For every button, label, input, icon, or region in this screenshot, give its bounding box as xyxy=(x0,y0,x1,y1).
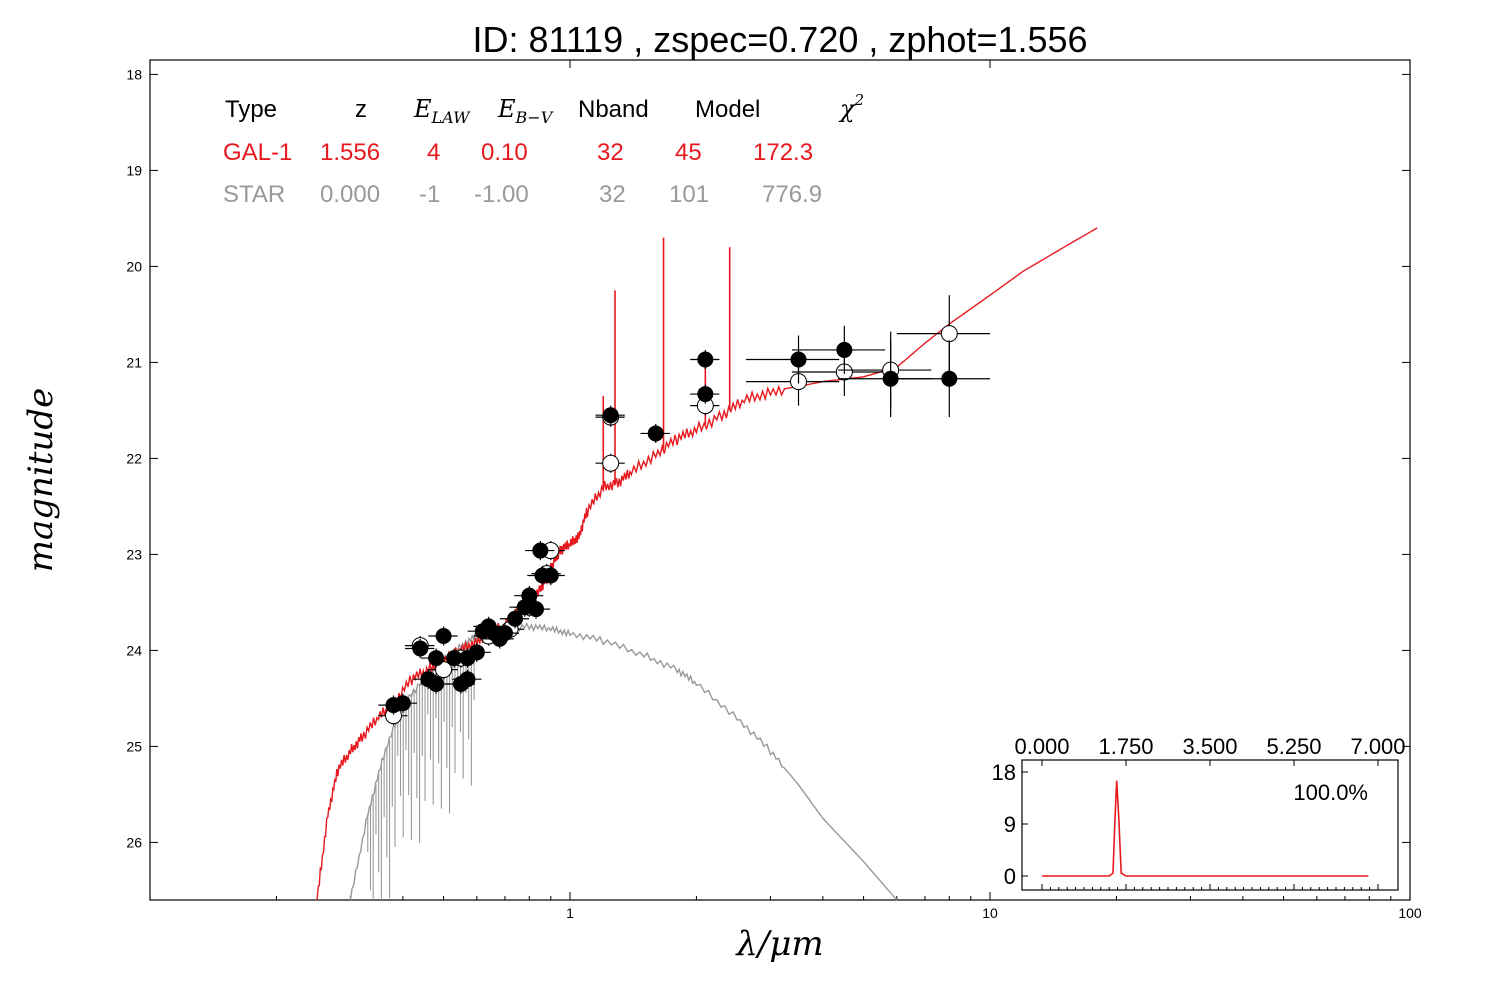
observed-flux-point xyxy=(428,676,445,692)
gal-elaw: 4 xyxy=(427,139,440,166)
y-tick-label: 18 xyxy=(126,66,142,82)
observed-flux-point xyxy=(435,628,452,644)
observed-flux-point xyxy=(459,671,476,688)
observed-flux-point xyxy=(542,567,559,584)
star-nband: 32 xyxy=(599,181,626,208)
observed-flux-point xyxy=(496,625,513,642)
observed-flux-point xyxy=(836,341,853,358)
y-tick-label: 20 xyxy=(126,258,142,274)
table-header-ebv: EB−V xyxy=(497,95,554,127)
inset-x-tick-label: 3.500 xyxy=(1182,734,1237,759)
star-elaw: -1 xyxy=(419,181,440,208)
observed-flux-point xyxy=(882,370,899,387)
y-tick-label: 24 xyxy=(126,642,142,658)
gal-ebv: 0.10 xyxy=(481,139,528,166)
observed-flux-point xyxy=(697,351,714,368)
inset-x-tick-label: 5.250 xyxy=(1266,734,1321,759)
chart-title: ID: 81119 , zspec=0.720 , zphot=1.556 xyxy=(472,19,1087,60)
x-tick-label: 10 xyxy=(982,905,998,921)
x-axis-label: λ/μm xyxy=(734,924,823,964)
inset-frame xyxy=(1021,759,1399,891)
table-header-elaw: ELAW xyxy=(413,95,471,127)
observed-flux-point xyxy=(468,644,485,661)
plot-area: 18 19 20 21 22 23 24 25 26 1 10 100 xyxy=(126,59,1422,921)
star-ebv: -1.00 xyxy=(474,181,529,208)
observed-flux-point xyxy=(507,610,524,627)
observed-points-layer xyxy=(378,295,990,726)
y-axis-label: magnitude xyxy=(21,388,61,573)
table-header-type: Type xyxy=(225,96,277,123)
model-flux-point xyxy=(940,325,958,343)
inset-content: 0.000 1.750 3.500 5.250 7.000 18 9 0 xyxy=(992,734,1406,890)
observed-flux-point xyxy=(697,386,714,403)
axis-ticks: 18 19 20 21 22 23 24 25 26 1 10 100 xyxy=(126,60,1422,921)
gal-chi2: 172.3 xyxy=(753,139,813,166)
star-model: 101 xyxy=(669,181,709,208)
y-tick-label: 23 xyxy=(126,546,142,562)
table-header-z: z xyxy=(355,96,367,123)
observed-flux-point xyxy=(521,587,538,604)
fit-table: Type z ELAW EB−V Nband Model χ2 GAL-1 1.… xyxy=(223,91,864,208)
star-model-line xyxy=(349,622,898,901)
observed-flux-point xyxy=(412,640,429,657)
observed-flux-point xyxy=(602,407,619,424)
y-tick-label: 21 xyxy=(126,354,142,370)
table-header-model: Model xyxy=(695,96,760,123)
star-type: STAR xyxy=(223,181,285,208)
inset-x-tick-label: 1.750 xyxy=(1098,734,1153,759)
inset-pdz-line xyxy=(1042,780,1369,877)
table-header-chi2: χ2 xyxy=(838,91,864,123)
inset-y-tick-label: 9 xyxy=(1004,812,1016,837)
y-tick-label: 19 xyxy=(126,162,142,178)
galaxy-model-line xyxy=(316,227,1098,901)
table-header-nband: Nband xyxy=(578,96,649,123)
observed-flux-point xyxy=(528,601,545,618)
y-tick-label: 25 xyxy=(126,738,142,754)
y-tick-label: 26 xyxy=(126,834,142,850)
observed-flux-point xyxy=(941,370,958,387)
gal-model: 45 xyxy=(675,139,702,166)
model-flux-point xyxy=(435,661,453,679)
observed-flux-point xyxy=(532,542,549,559)
inset-x-tick-label: 7.000 xyxy=(1350,734,1405,759)
star-z: 0.000 xyxy=(320,181,380,208)
x-tick-label: 100 xyxy=(1398,905,1422,921)
observed-flux-point xyxy=(790,351,807,368)
inset-y-tick-label: 18 xyxy=(992,760,1016,785)
observed-flux-point xyxy=(394,695,411,712)
x-tick-label: 1 xyxy=(566,905,574,921)
y-tick-label: 22 xyxy=(126,450,142,466)
galaxy-model-layer xyxy=(316,227,1098,901)
gal-nband: 32 xyxy=(597,139,624,166)
inset-annotation: 100.0% xyxy=(1293,780,1368,805)
observed-flux-point xyxy=(647,425,664,442)
plot-frame xyxy=(149,59,1411,901)
inset-y-tick-label: 0 xyxy=(1004,864,1016,889)
star-chi2: 776.9 xyxy=(762,181,822,208)
model-flux-point xyxy=(602,454,620,472)
inset-x-tick-label: 0.000 xyxy=(1014,734,1069,759)
gal-z: 1.556 xyxy=(320,139,380,166)
inset-pdz: 0.000 1.750 3.500 5.250 7.000 18 9 0 100.0% xyxy=(992,734,1406,891)
gal-type: GAL-1 xyxy=(223,139,292,166)
